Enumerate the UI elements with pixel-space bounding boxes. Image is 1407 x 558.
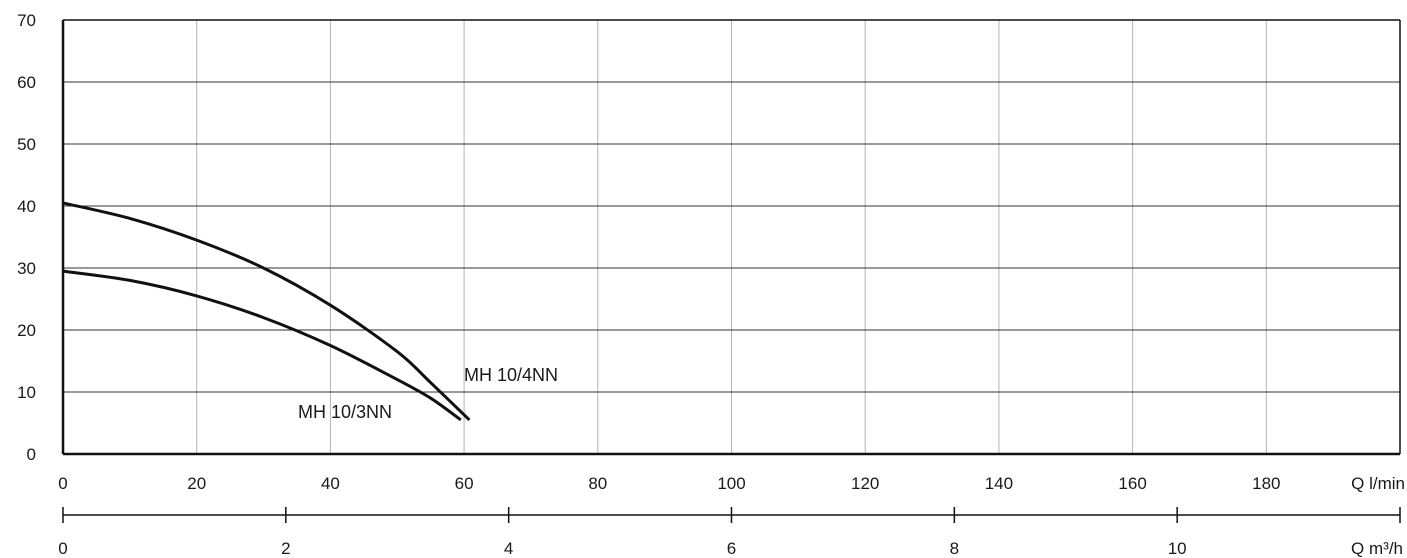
series-label-mh-10-4nn: MH 10/4NN [464, 365, 558, 385]
y-tick-labels: 0 10 20 30 40 50 60 70 [17, 11, 36, 464]
secondary-tick-label-2: 4 [504, 539, 513, 558]
x-tick-labels: 0 20 40 60 80 100 120 140 160 180 [58, 474, 1280, 493]
x-tick-label-3: 60 [455, 474, 474, 493]
y-tick-label-5: 50 [17, 135, 36, 154]
secondary-tick-label-0: 0 [58, 539, 67, 558]
x-tick-label-1: 20 [187, 474, 206, 493]
y-tick-label-2: 20 [17, 321, 36, 340]
series-line-0 [62, 201, 471, 421]
vertical-grid [196, 20, 1267, 454]
secondary-tick-label-1: 2 [281, 539, 290, 558]
secondary-tick-label-5: 10 [1168, 539, 1187, 558]
series-labels: MH 10/4NN MH 10/3NN [298, 365, 558, 422]
series-line-1 [62, 269, 462, 422]
x-tick-label-8: 160 [1118, 474, 1146, 493]
x-axis-label-primary: Q l/min [1351, 474, 1405, 493]
series-label-mh-10-3nn: MH 10/3NN [298, 402, 392, 422]
x-tick-label-5: 100 [717, 474, 745, 493]
secondary-tick-label-3: 6 [727, 539, 736, 558]
y-tick-label-3: 30 [17, 259, 36, 278]
horizontal-grid [63, 81, 1400, 393]
x-tick-label-9: 180 [1252, 474, 1280, 493]
x-tick-label-0: 0 [58, 474, 67, 493]
secondary-tick-label-4: 8 [950, 539, 959, 558]
x-tick-label-2: 40 [321, 474, 340, 493]
x-tick-label-7: 140 [985, 474, 1013, 493]
x-tick-label-4: 80 [588, 474, 607, 493]
y-tick-label-6: 60 [17, 73, 36, 92]
secondary-x-axis: 0 2 4 6 8 10 [58, 507, 1401, 558]
y-tick-label-7: 70 [17, 11, 36, 30]
y-tick-label-4: 40 [17, 197, 36, 216]
x-axis-label-secondary: Q m³/h [1351, 539, 1403, 558]
y-tick-label-1: 10 [17, 383, 36, 402]
y-tick-label-0: 0 [27, 445, 36, 464]
x-tick-label-6: 120 [851, 474, 879, 493]
series-lines [62, 201, 471, 422]
axes [61, 19, 1401, 456]
